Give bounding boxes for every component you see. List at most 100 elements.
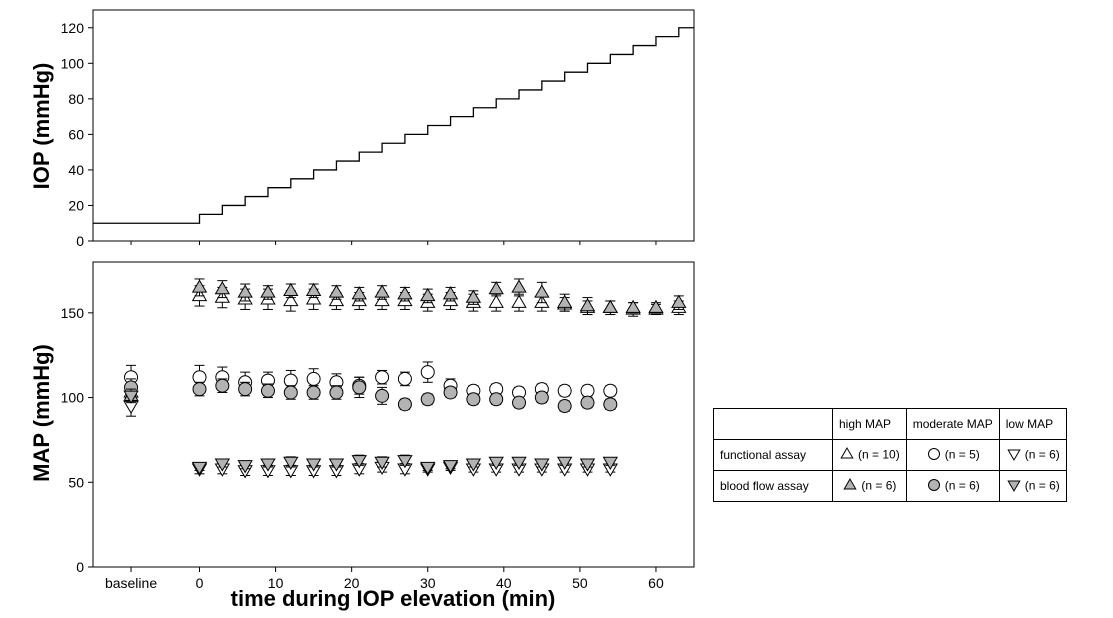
triangle-down-open-glyph	[1007, 449, 1021, 461]
map-data-point	[580, 383, 595, 398]
map-data-point	[374, 456, 390, 470]
triangle-up-open-shape	[840, 446, 854, 458]
marker	[397, 286, 413, 300]
iop-plot-frame	[92, 9, 695, 242]
map-data-point	[488, 456, 504, 470]
circle-open-icon	[926, 446, 942, 465]
iop-ytick-label: 60	[68, 126, 84, 142]
legend-n: (n = 6)	[1024, 478, 1060, 493]
legend-entry: (n = 10)	[832, 439, 907, 471]
marker	[237, 284, 253, 298]
marker	[579, 298, 596, 312]
time-axis-label: time during IOP elevation (min)	[231, 586, 556, 611]
map-data-point	[556, 456, 573, 470]
legend-row-label: blood flow assay	[713, 470, 833, 502]
map-ytick-label: 50	[68, 474, 84, 490]
marker	[489, 392, 504, 407]
map-data-point	[397, 286, 413, 302]
map-data-point	[306, 385, 321, 400]
map-xtick-label: 20	[344, 575, 360, 591]
marker	[283, 292, 299, 307]
map-data-point	[557, 383, 572, 398]
triangle-down-filled-icon	[1006, 477, 1022, 496]
map-data-point	[352, 376, 367, 399]
map-data-point	[420, 361, 435, 383]
map-data-point	[237, 460, 253, 474]
map-data-point	[420, 287, 436, 304]
triangle-down-filled-glyph	[1007, 480, 1021, 492]
marker	[420, 392, 435, 407]
marker	[534, 458, 550, 472]
map-data-point	[351, 454, 367, 469]
map-data-point	[375, 386, 390, 405]
map-data-point	[602, 456, 619, 470]
circle-filled-glyph	[927, 478, 940, 491]
map-data-point	[511, 278, 527, 297]
map-ytick-label: 0	[76, 559, 84, 575]
map-data-point	[328, 458, 345, 472]
circle-filled-icon	[926, 477, 942, 496]
map-xtick-label: 50	[572, 575, 588, 591]
map-axis-label: MAP (mmHg)	[29, 344, 54, 482]
marker	[556, 456, 573, 470]
marker	[511, 294, 527, 308]
marker	[534, 390, 549, 405]
marker	[511, 279, 527, 293]
marker	[466, 392, 481, 407]
map-data-point	[260, 458, 276, 472]
map-data-point	[214, 280, 231, 299]
map-data-point	[556, 293, 573, 312]
marker	[671, 294, 687, 308]
marker	[192, 382, 207, 397]
marker	[602, 299, 619, 313]
marker	[442, 286, 459, 300]
map-data-point	[465, 289, 482, 305]
legend-entry: (n = 6)	[998, 439, 1067, 471]
marker	[375, 388, 390, 403]
marker	[328, 458, 345, 472]
map-data-point	[602, 299, 619, 316]
map-data-point	[579, 458, 596, 472]
marker	[374, 292, 390, 307]
marker	[283, 282, 299, 296]
map-data-point	[579, 297, 596, 316]
map-data-point	[534, 390, 549, 405]
map-data-point	[397, 454, 413, 469]
circle-open-shape	[927, 447, 940, 460]
map-data-point	[442, 286, 459, 302]
map-data-point	[580, 395, 595, 410]
marker	[602, 456, 619, 470]
marker	[420, 287, 436, 302]
map-data-point	[466, 392, 481, 407]
marker	[328, 292, 345, 307]
map-data-point	[375, 369, 390, 385]
marker	[465, 289, 482, 303]
marker	[260, 284, 276, 298]
legend-entry: (n = 6)	[905, 470, 1000, 502]
legend-col-header: low MAP	[998, 408, 1067, 440]
marker	[465, 458, 482, 472]
iop-axis-label: IOP (mmHg)	[29, 63, 54, 190]
marker	[305, 458, 322, 472]
map-data-point	[420, 392, 435, 407]
legend-row-label: functional assay	[713, 439, 833, 471]
circle-open-glyph	[927, 447, 940, 460]
marker	[512, 395, 527, 410]
marker	[534, 284, 550, 298]
iop-ytick-label: 100	[61, 55, 85, 71]
marker	[215, 378, 230, 393]
marker	[237, 460, 253, 474]
map-data-point	[237, 283, 253, 302]
marker	[511, 456, 527, 470]
map-data-point	[465, 458, 482, 472]
legend-entry: (n = 6)	[832, 470, 907, 502]
legend-row: functional assay (n = 10) (n = 5) (n = 6…	[713, 439, 1067, 471]
marker	[329, 385, 344, 400]
marker	[397, 397, 412, 412]
map-xtick-label: 10	[268, 575, 284, 591]
map-data-point	[489, 392, 504, 407]
marker	[420, 365, 435, 380]
map-data-point	[191, 461, 208, 476]
map-data-point	[511, 456, 527, 470]
